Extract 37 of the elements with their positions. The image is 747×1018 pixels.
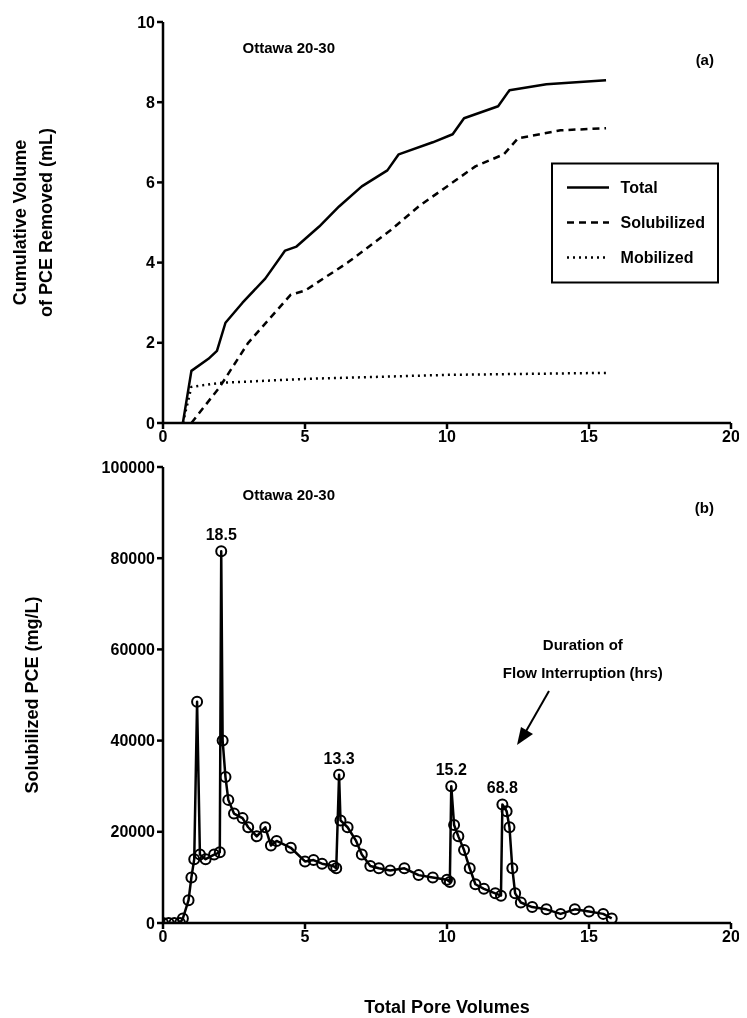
y-tick-label: 100000 — [101, 458, 156, 476]
x-tick-label: 10 — [438, 928, 456, 946]
legend-label: Total — [620, 178, 658, 197]
annotation: 18.5 — [205, 526, 237, 544]
annotation: (b) — [694, 498, 714, 519]
y-tick-label: 4 — [146, 254, 156, 272]
x-axis-title: Total Pore Volumes — [364, 997, 530, 1017]
x-tick-label: 0 — [158, 928, 168, 946]
annotation: Ottawa 20-30 — [242, 38, 336, 58]
legend-label: Mobilized — [620, 248, 694, 267]
y-axis-title: Cumulative Volume of PCE Removed (mL) — [10, 127, 56, 318]
x-tick-label: 5 — [300, 428, 310, 446]
y-tick-label: 60000 — [110, 641, 156, 659]
x-tick-label: 15 — [580, 428, 598, 446]
y-tick-label: 0 — [146, 914, 156, 932]
y-tick-label: 40000 — [110, 732, 156, 750]
annotation: Ottawa 20-30 — [242, 484, 336, 505]
x-tick-label: 0 — [158, 428, 168, 446]
y-tick-label: 0 — [146, 414, 156, 432]
y-tick-label: 2 — [146, 334, 156, 352]
x-tick-label: 20 — [722, 428, 740, 446]
x-tick-label: 10 — [438, 428, 456, 446]
y-tick-label: 80000 — [110, 549, 156, 567]
y-tick-label: 10 — [137, 13, 156, 31]
annotation: 15.2 — [435, 761, 467, 779]
x-tick-label: 5 — [300, 928, 310, 946]
annotation: (a) — [695, 50, 714, 71]
y-tick-label: 8 — [146, 93, 156, 111]
y-axis-title: Solubilized PCE (mg/L) — [22, 596, 42, 794]
y-tick-label: 20000 — [110, 823, 156, 841]
annotation: 13.3 — [323, 749, 355, 767]
annotation: Duration of Flow Interruption (hrs) — [502, 635, 663, 684]
x-tick-label: 20 — [722, 928, 740, 946]
legend-label: Solubilized — [620, 213, 705, 232]
x-tick-label: 15 — [580, 928, 598, 946]
y-tick-label: 6 — [146, 174, 156, 192]
annotation: 68.8 — [486, 779, 519, 797]
